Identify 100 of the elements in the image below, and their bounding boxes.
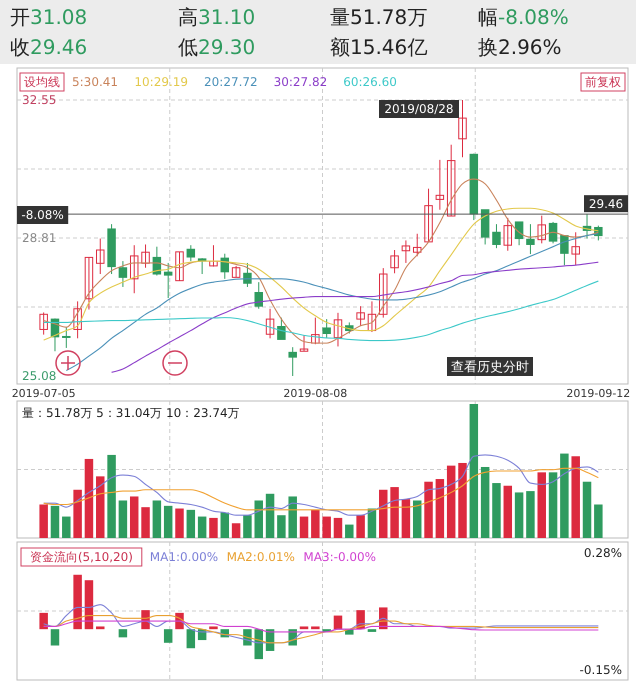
bar [118, 629, 128, 638]
candlestick [390, 250, 399, 274]
candlestick [254, 282, 263, 310]
bar [175, 508, 184, 538]
bar [571, 456, 580, 538]
bar [39, 612, 48, 630]
candlestick [311, 317, 320, 345]
candlestick [424, 188, 433, 242]
candlestick [266, 308, 274, 339]
text: 幅-8.08% [478, 5, 569, 29]
candlestick [379, 268, 388, 318]
text: 换2.96% [478, 35, 562, 59]
bar [402, 499, 410, 538]
bar [537, 472, 546, 538]
candlestick [209, 244, 218, 268]
candlestick [334, 312, 342, 347]
candlestick [186, 244, 196, 262]
y-tick-label: 32.55 [22, 93, 56, 107]
candlestick [288, 346, 297, 376]
bar [311, 626, 320, 630]
x-tick-label: 2019-08-08 [283, 387, 348, 400]
candlestick [492, 224, 501, 249]
candlestick [62, 326, 71, 348]
text: 5:30.41 [72, 75, 118, 89]
text: 20:27.72 [204, 75, 258, 89]
bar [368, 629, 376, 632]
candlestick [220, 253, 230, 280]
candlestick [526, 224, 535, 255]
ref-line-label: 29.46 [588, 197, 624, 212]
candlestick [548, 221, 558, 244]
candlestick [141, 244, 150, 268]
chart-title: 资金流向(5,10,20) [30, 550, 133, 564]
text: 低29.30 [178, 35, 256, 59]
bar [50, 629, 60, 646]
annotation: -8.08% [21, 208, 64, 222]
text: 量51.78万 [330, 5, 428, 29]
bar [300, 516, 308, 538]
chart-title: 量：51.78万 5：31.04万 10：23.74万 [22, 406, 240, 420]
bar [334, 616, 342, 630]
text: 收29.46 [10, 35, 88, 59]
candlestick [504, 217, 512, 252]
candlestick [356, 306, 365, 326]
annotation: 2019/08/28 [384, 102, 454, 116]
bar [186, 510, 196, 538]
bar [62, 516, 71, 538]
bar [73, 490, 82, 538]
text: MA1:0.00% [150, 550, 218, 564]
bar [84, 580, 94, 630]
bar [480, 466, 490, 538]
bar [334, 518, 342, 538]
bar [548, 472, 558, 538]
bar [504, 486, 512, 538]
candlestick [175, 251, 184, 282]
bar [379, 490, 388, 538]
bar [345, 524, 354, 538]
bar [526, 491, 535, 538]
text: 60:26.60 [343, 75, 397, 89]
text: 高31.10 [178, 5, 256, 29]
candlestick [232, 265, 240, 278]
candlestick [73, 300, 82, 339]
bar [96, 476, 105, 538]
candlestick [560, 235, 569, 266]
bar [118, 500, 128, 538]
candlestick [446, 144, 456, 217]
text: MA3:-0.00% [303, 550, 376, 564]
bar [266, 494, 274, 538]
candlestick [96, 238, 105, 275]
bar [209, 518, 218, 538]
bar [220, 512, 230, 538]
bar [152, 500, 162, 538]
bar [368, 508, 376, 538]
candlestick [118, 260, 128, 288]
candlestick [277, 317, 286, 340]
text: 前复权 [585, 75, 621, 89]
bar [390, 487, 399, 538]
text: MA2:0.01% [226, 550, 295, 564]
bar [277, 515, 286, 538]
candlestick [164, 262, 172, 299]
bar [311, 510, 320, 538]
bar [73, 574, 82, 630]
text: 设均线 [24, 75, 60, 89]
bar [470, 404, 478, 538]
text: 额15.46亿 [330, 35, 428, 59]
bar [232, 523, 240, 538]
bar [254, 500, 263, 538]
bar [198, 516, 206, 538]
candlestick [571, 232, 580, 266]
bar [446, 466, 456, 538]
bar [412, 500, 422, 538]
x-tick-label: 2019-09-12 [566, 387, 630, 400]
bar [560, 454, 569, 538]
bar [50, 506, 60, 538]
bar [39, 504, 48, 538]
bar [288, 496, 297, 538]
bar [96, 626, 105, 630]
bar [164, 506, 172, 538]
bar [141, 507, 150, 538]
candlestick [130, 244, 138, 294]
y-tick-label: 0.28% [584, 546, 622, 560]
line-series [111, 262, 599, 373]
